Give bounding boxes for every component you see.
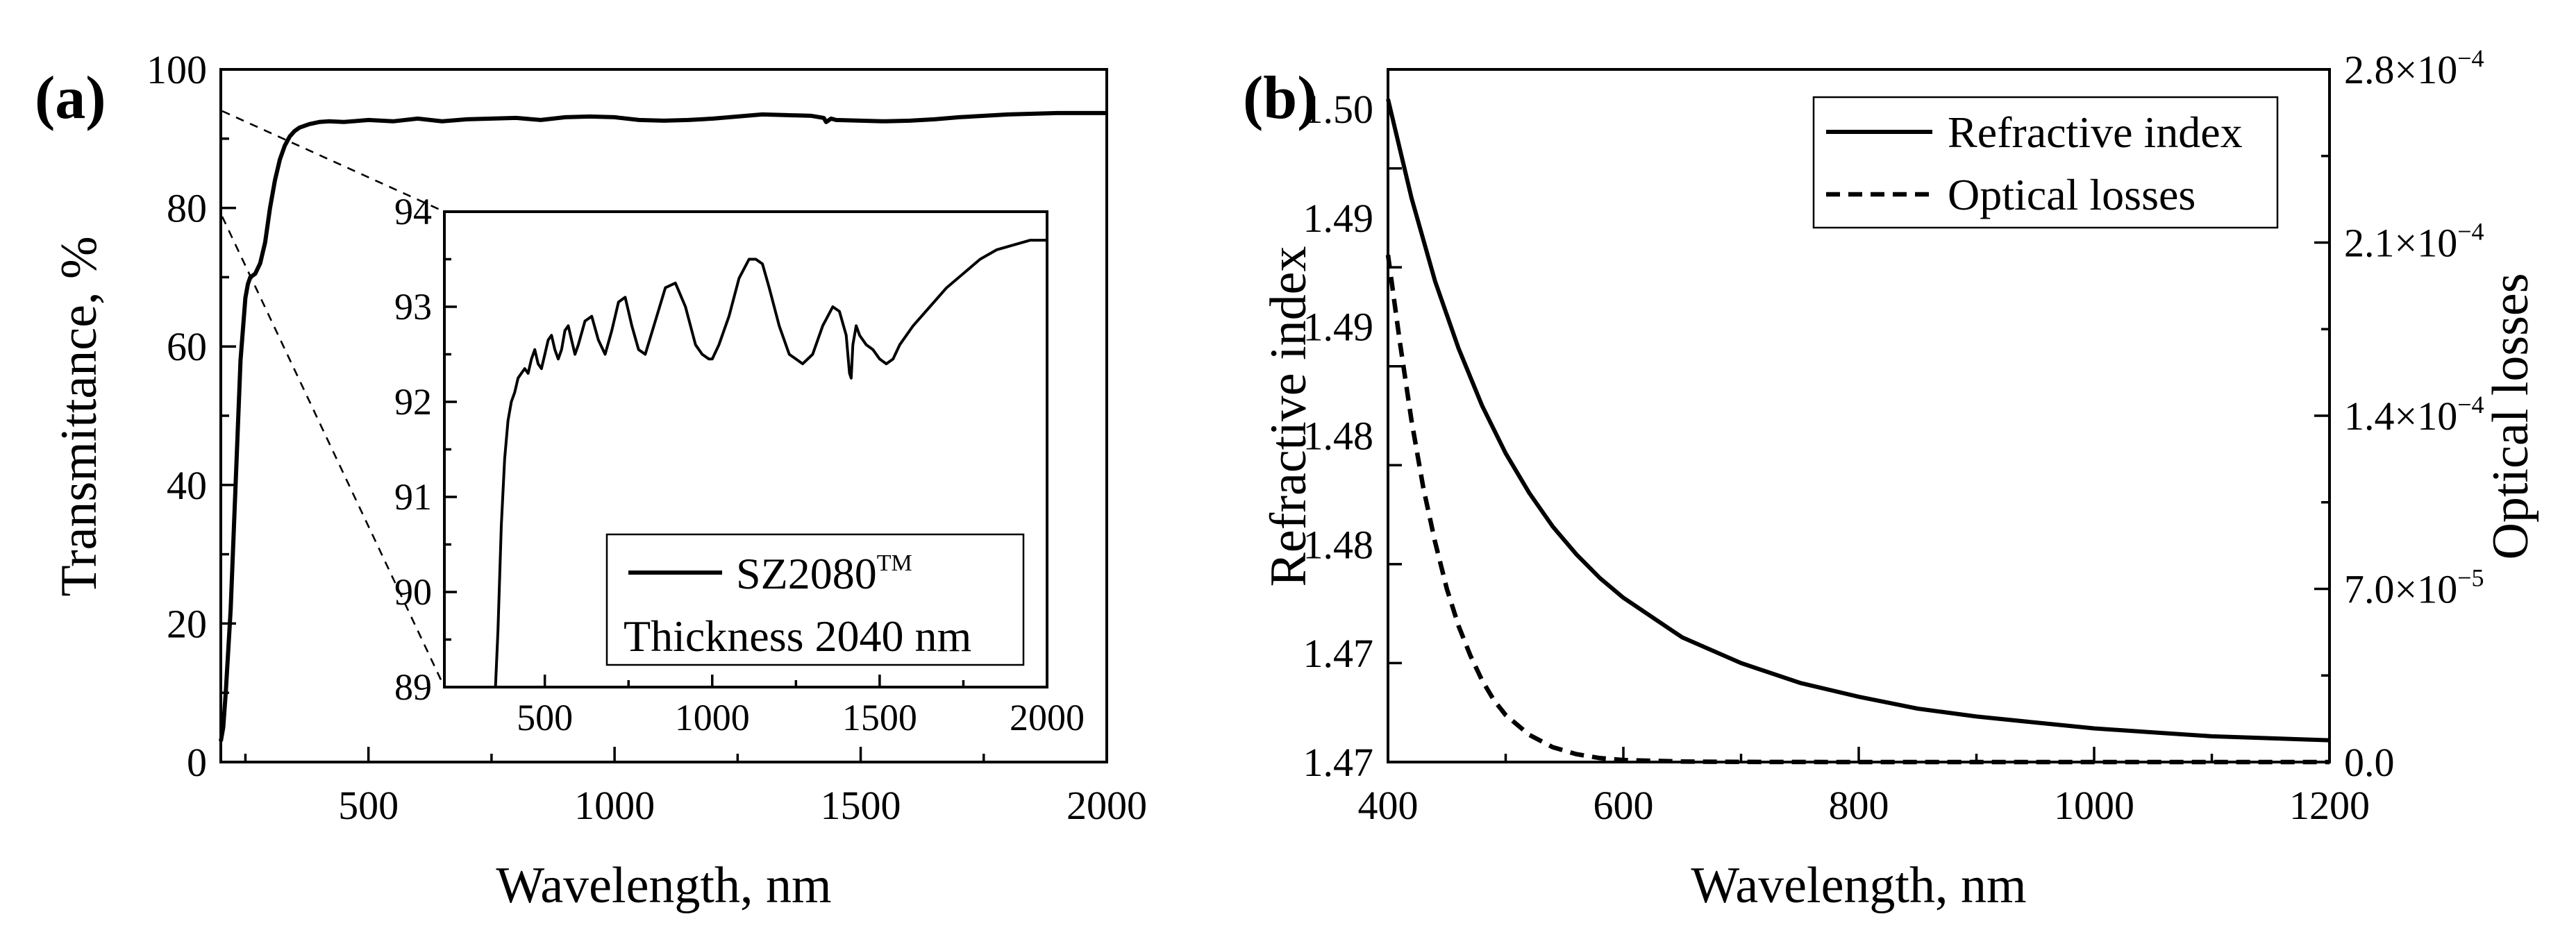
x-tick-label: 1500: [821, 783, 901, 828]
x-tick-label: 500: [338, 783, 399, 828]
inset-y-tick-label: 89: [394, 666, 432, 708]
y-tick-label: 80: [167, 186, 207, 231]
y-tick-label: 40: [167, 463, 207, 508]
panel-b-axis-ticks: [1387, 68, 2331, 763]
y-tick-label: 60: [167, 324, 207, 369]
transmittance-inset: 500 1000 1500 2000 89 90 91 92 93 94 SZ2…: [394, 191, 1085, 738]
panel-a-axis-ticks: [221, 68, 1108, 763]
x-tick-label: 2000: [1067, 783, 1147, 828]
y-tick-label: 1.47: [1303, 631, 1374, 676]
panel-b-x-tick-labels: 400 600 800 1000 1200: [1358, 783, 2370, 828]
inset-axis-ticks: [444, 210, 1048, 688]
y-tick-label: 1.48: [1303, 522, 1374, 567]
panel-b: (b) 400 600 800 1000 1200 1.47 1.47 1.48…: [1243, 44, 2539, 914]
y-tick-label: 1.50: [1303, 87, 1374, 132]
panel-b-y-tick-labels: 1.47 1.47 1.48 1.48 1.49 1.49 1.50: [1303, 87, 1374, 785]
inset-legend-label: SZ2080TM: [736, 549, 912, 598]
right-tick-label: 0.0: [2344, 740, 2395, 785]
panel-b-legend: Refractive index Optical losses: [1812, 96, 2279, 229]
panel-a-x-axis-title: Wavelength, nm: [496, 857, 831, 914]
panel-b-right-tick-labels: 0.0 7.0×10−5 1.4×10−4 2.1×10−4 2.8×10−4: [2344, 44, 2484, 785]
inset-zoom-guide-upper: [221, 110, 445, 213]
inset-x-tick-label: 500: [517, 697, 573, 738]
inset-y-tick-label: 93: [394, 286, 432, 328]
legend-label-refractive-index: Refractive index: [1948, 108, 2243, 157]
panel-b-legend-box: [1812, 96, 2279, 229]
panel-a: (a) 500 1000 1500 2000 0 20 40 60 80 100…: [35, 47, 1147, 914]
inset-x-tick-label: 1000: [675, 697, 750, 738]
transmittance-series-line: [219, 110, 1107, 742]
inset-y-tick-label: 94: [394, 191, 432, 232]
right-tick-label: 7.0×10−5: [2344, 564, 2484, 612]
y-tick-label: 20: [167, 601, 207, 646]
y-tick-label: 1.47: [1303, 740, 1374, 785]
right-tick-label: 2.8×10−4: [2344, 44, 2484, 92]
x-tick-label: 1000: [574, 783, 655, 828]
refractive-index-series-line: [1386, 99, 2330, 743]
right-tick-label: 1.4×10−4: [2344, 391, 2484, 439]
panel-b-label: (b): [1243, 65, 1318, 132]
inset-x-tick-labels: 500 1000 1500 2000: [517, 697, 1085, 738]
inset-legend: SZ2080TM Thickness 2040 nm: [605, 533, 1025, 666]
panel-b-x-axis-title: Wavelength, nm: [1691, 857, 2026, 914]
inset-legend-note: Thickness 2040 nm: [624, 611, 971, 661]
panel-a-y-axis-title: Transmittance, %: [51, 236, 108, 596]
inset-legend-box: [605, 533, 1025, 666]
inset-transmittance-line: [494, 239, 1047, 687]
y-tick-label: 1.49: [1303, 305, 1374, 350]
y-tick-label: 0: [187, 740, 207, 785]
x-tick-label: 400: [1358, 783, 1419, 828]
panel-a-x-tick-labels: 500 1000 1500 2000: [338, 783, 1147, 828]
inset-x-tick-label: 2000: [1010, 697, 1085, 738]
y-tick-label: 1.48: [1303, 414, 1374, 459]
x-tick-label: 800: [1829, 783, 1889, 828]
x-tick-label: 1200: [2289, 783, 2370, 828]
inset-y-tick-label: 91: [394, 476, 432, 518]
inset-y-tick-label: 92: [394, 381, 432, 423]
x-tick-label: 1000: [2054, 783, 2134, 828]
inset-x-tick-label: 1500: [842, 697, 917, 738]
panel-b-right-axis-title: Optical losses: [2482, 273, 2539, 559]
y-tick-label: 1.49: [1303, 196, 1374, 241]
legend-label-optical-losses: Optical losses: [1948, 170, 2196, 219]
optical-losses-series-line: [1385, 254, 2330, 765]
inset-zoom-guide-lower: [221, 216, 446, 688]
right-tick-label: 2.1×10−4: [2344, 218, 2484, 266]
panel-b-left-axis-title: Refractive index: [1260, 246, 1317, 586]
panel-a-label: (a): [35, 65, 106, 132]
x-tick-label: 600: [1594, 783, 1654, 828]
y-tick-label: 100: [147, 47, 207, 92]
panel-a-y-tick-labels: 0 20 40 60 80 100: [147, 47, 207, 785]
inset-y-tick-labels: 89 90 91 92 93 94: [394, 191, 432, 708]
inset-y-tick-label: 90: [394, 571, 432, 613]
